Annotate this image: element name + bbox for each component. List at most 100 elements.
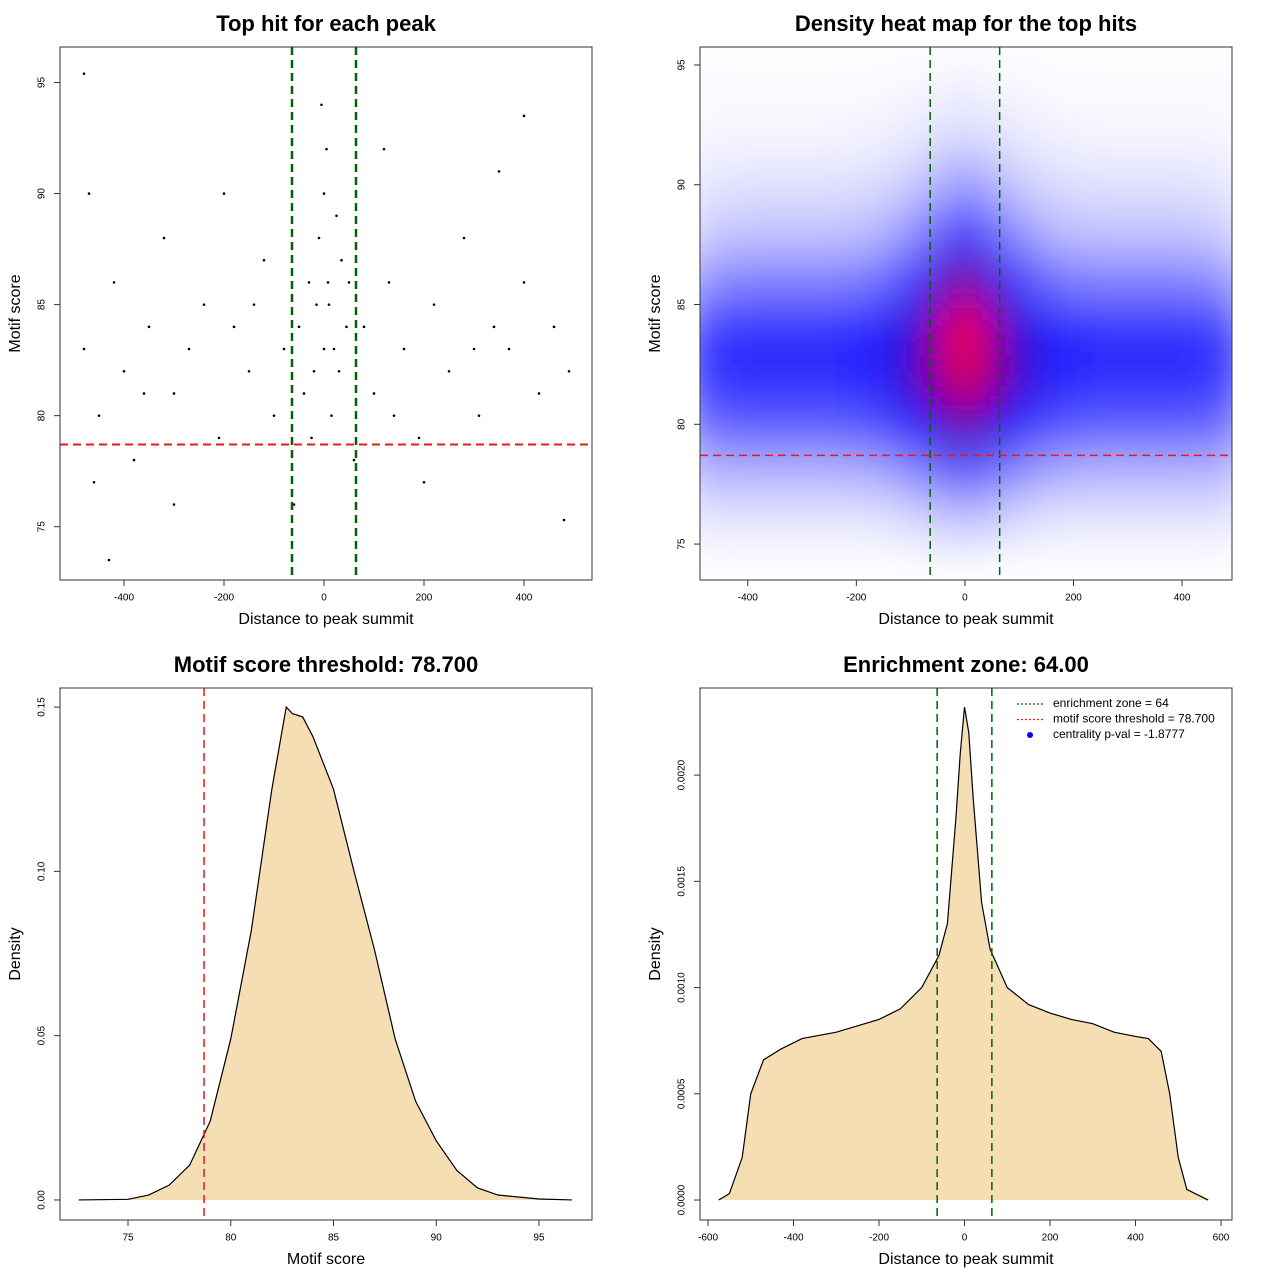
- heat-cell: [812, 304, 857, 353]
- point: [82, 72, 86, 75]
- heat-cell: [1116, 496, 1161, 545]
- heat-cell: [769, 448, 814, 497]
- heat-cell: [1030, 208, 1074, 258]
- heat-cell: [700, 496, 727, 545]
- heat-cell: [700, 400, 727, 449]
- point: [172, 392, 176, 395]
- legend-swatch: [1027, 732, 1033, 738]
- point: [107, 558, 111, 562]
- point: [335, 214, 338, 218]
- heat-cell: [899, 352, 944, 401]
- point: [325, 147, 328, 151]
- point: [320, 103, 323, 107]
- y-tick-label: 0.0010: [677, 972, 688, 1003]
- heat-cell: [1073, 400, 1118, 449]
- heat-cell: [1073, 496, 1118, 545]
- heat-cell: [726, 352, 770, 401]
- panel: Top hit for each peak Distance to peak su…: [7, 11, 593, 628]
- heat-cell: [1116, 256, 1161, 306]
- heat-cell: [1116, 64, 1161, 114]
- x-tick-label: 95: [533, 1233, 545, 1244]
- chart-title: Density heat map for the top hits: [795, 11, 1137, 36]
- heat-cell: [986, 208, 1031, 258]
- heat-cell: [769, 160, 814, 210]
- point: [247, 369, 251, 373]
- heat-cell: [700, 208, 727, 258]
- x-axis-label: Motif score: [287, 1251, 365, 1268]
- heat-cell: [1203, 112, 1232, 162]
- point: [352, 458, 356, 462]
- heat-cell: [1116, 352, 1161, 401]
- heat-cell: [1073, 112, 1118, 162]
- heat-cell: [986, 112, 1031, 162]
- heat-cell: [899, 208, 944, 258]
- point: [492, 325, 496, 329]
- point: [327, 303, 331, 306]
- heat-cell: [856, 64, 901, 114]
- chart-title: Top hit for each peak: [216, 11, 436, 36]
- heat-cell: [700, 160, 727, 210]
- heat-cell: [726, 304, 770, 353]
- point: [162, 236, 166, 240]
- y-tick-label: 90: [677, 179, 688, 191]
- x-axis-label: Distance to peak summit: [878, 1251, 1054, 1268]
- x-tick-label: 600: [1213, 1233, 1230, 1244]
- heat-cell: [1030, 352, 1074, 401]
- y-tick-label: 90: [37, 188, 48, 200]
- point: [326, 281, 330, 284]
- heat-cell: [943, 160, 988, 210]
- point: [317, 236, 321, 240]
- heat-cell: [1116, 208, 1161, 258]
- density-area: [718, 707, 1209, 1201]
- point: [472, 347, 476, 351]
- heat-cell: [1203, 160, 1232, 210]
- point: [322, 192, 326, 195]
- point: [222, 192, 226, 195]
- heat-cell: [726, 448, 770, 497]
- heat-cell: [943, 256, 988, 306]
- x-axis-label: Distance to peak summit: [238, 611, 414, 628]
- heat-cell: [1116, 304, 1161, 353]
- heat-cell: [1203, 496, 1232, 545]
- heat-cell: [1160, 496, 1205, 545]
- heat-cell: [986, 160, 1031, 210]
- x-tick-label: 0: [321, 593, 327, 604]
- heat-cell: [899, 448, 944, 497]
- x-tick-label: 85: [328, 1233, 340, 1244]
- heat-cell: [1030, 256, 1074, 306]
- heat-cell: [769, 256, 814, 306]
- x-tick-label: -200: [846, 593, 866, 604]
- point: [447, 369, 451, 373]
- heat-cell: [856, 496, 901, 545]
- point: [202, 303, 206, 306]
- heat-cell: [1073, 352, 1118, 401]
- x-tick-label: -200: [869, 1233, 889, 1244]
- x-tick-label: 400: [516, 593, 533, 604]
- heat-cell: [856, 448, 901, 497]
- x-tick-label: 80: [225, 1233, 237, 1244]
- x-tick-label: -200: [214, 593, 234, 604]
- point: [297, 325, 301, 329]
- plot-frame: [59, 687, 593, 1221]
- plot-frame: [699, 46, 1233, 581]
- heat-cell: [899, 256, 944, 306]
- point: [552, 325, 556, 329]
- heat-cell: [1073, 256, 1118, 306]
- point: [312, 369, 316, 373]
- y-axis-label: Motif score: [7, 274, 24, 352]
- y-axis-label: Density: [647, 927, 664, 980]
- heat-cell: [1030, 304, 1074, 353]
- heat-cell: [856, 256, 901, 306]
- point: [382, 147, 386, 151]
- point: [337, 369, 341, 373]
- heat-cell: [1116, 112, 1161, 162]
- heat-cell: [1160, 160, 1205, 210]
- heat-cell: [1116, 160, 1161, 210]
- y-tick-label: 85: [37, 299, 48, 311]
- point: [372, 392, 376, 395]
- heat-cell: [769, 352, 814, 401]
- point: [567, 369, 571, 373]
- point: [147, 325, 151, 329]
- heat-cell: [986, 304, 1031, 353]
- y-tick-label: 0.15: [37, 697, 48, 717]
